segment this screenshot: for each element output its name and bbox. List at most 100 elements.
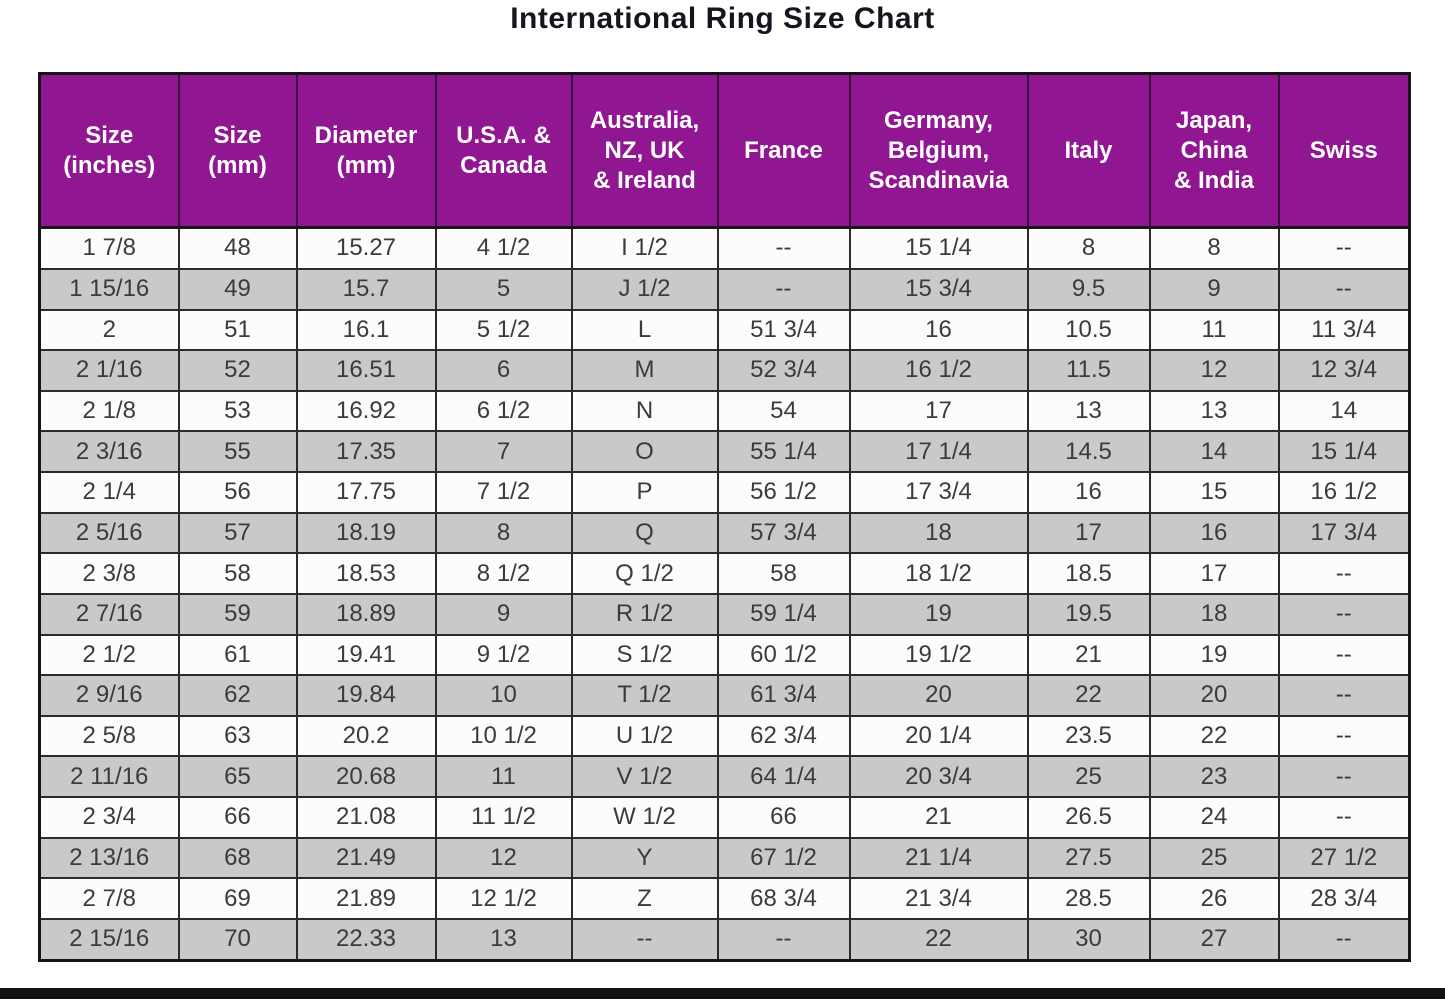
cell: 51 3/4	[716, 308, 851, 352]
cell: 28 3/4	[1277, 877, 1411, 920]
col-header-diameter-mm: Diameter (mm)	[295, 72, 437, 229]
cell: --	[1277, 633, 1411, 677]
cell: 58	[177, 552, 298, 595]
cell: 18	[1148, 592, 1280, 636]
col-header-italy: Italy	[1026, 72, 1151, 229]
cell: 21.49	[295, 836, 437, 880]
col-header-size-inches: Size (inches)	[38, 72, 180, 229]
cell: 14	[1277, 389, 1411, 433]
table-row: 1 7/8 48 15.27 4 1/2 I 1/2 -- 15 1/4 8 8 --	[38, 226, 1411, 270]
cell: --	[716, 226, 851, 270]
cell: 16	[1026, 471, 1151, 514]
cell: 58	[716, 552, 851, 595]
cell: 67 1/2	[716, 836, 851, 880]
ring-size-table: Size (inches) Size (mm) Diameter (mm) U.…	[38, 72, 1411, 962]
cell: 28.5	[1026, 877, 1151, 920]
cell: 22	[1026, 674, 1151, 717]
cell: --	[1277, 917, 1411, 962]
cell: 20.2	[295, 714, 437, 758]
cell: 21 1/4	[848, 836, 1029, 880]
cell: 9.5	[1026, 267, 1151, 311]
cell: S 1/2	[570, 633, 719, 677]
col-header-usa-canada: U.S.A. & Canada	[434, 72, 573, 229]
cell: 20.68	[295, 755, 437, 799]
cell: 68 3/4	[716, 877, 851, 920]
cell: 17 1/4	[848, 430, 1029, 474]
cell: 5 1/2	[434, 308, 573, 352]
cell: 11 1/2	[434, 796, 573, 839]
cell: Z	[570, 877, 719, 920]
cell: 18	[848, 511, 1029, 555]
cell: --	[1277, 267, 1411, 311]
cell: 17	[1026, 511, 1151, 555]
cell: 13	[1148, 389, 1280, 433]
cell: 20 1/4	[848, 714, 1029, 758]
cell: --	[570, 917, 719, 962]
cell: 69	[177, 877, 298, 920]
cell: --	[1277, 796, 1411, 839]
cell: 49	[177, 267, 298, 311]
cell: --	[1277, 674, 1411, 717]
header-row: Size (inches) Size (mm) Diameter (mm) U.…	[38, 72, 1411, 229]
table-row: 2 7/16 59 18.89 9 R 1/2 59 1/4 19 19.5 18 --	[38, 592, 1411, 636]
cell: 59	[177, 592, 298, 636]
cell: --	[716, 267, 851, 311]
cell: 63	[177, 714, 298, 758]
cell: 6 1/2	[434, 389, 573, 433]
cell: 10.5	[1026, 308, 1151, 352]
cell: 30	[1026, 917, 1151, 962]
cell: 15 3/4	[848, 267, 1029, 311]
cell: 24	[1148, 796, 1280, 839]
cell: 2 7/8	[38, 877, 180, 920]
cell: 17	[848, 389, 1029, 433]
cell: 14	[1148, 430, 1280, 474]
table-header: Size (inches) Size (mm) Diameter (mm) U.…	[38, 72, 1411, 229]
cell: 13	[434, 917, 573, 962]
cell: 12 3/4	[1277, 349, 1411, 392]
cell: 18.53	[295, 552, 437, 595]
cell: 5	[434, 267, 573, 311]
table-row: 1 15/16 49 15.7 5 J 1/2 -- 15 3/4 9.5 9 --	[38, 267, 1411, 311]
cell: 15.7	[295, 267, 437, 311]
cell: 2	[38, 308, 180, 352]
cell: 18.89	[295, 592, 437, 636]
cell: 19 1/2	[848, 633, 1029, 677]
cell: 17.75	[295, 471, 437, 514]
cell: 56	[177, 471, 298, 514]
cell: 11.5	[1026, 349, 1151, 392]
cell: 9	[434, 592, 573, 636]
cell: R 1/2	[570, 592, 719, 636]
cell: V 1/2	[570, 755, 719, 799]
cell: 57	[177, 511, 298, 555]
cell: 65	[177, 755, 298, 799]
cell: 21 3/4	[848, 877, 1029, 920]
cell: 66	[177, 796, 298, 839]
cell: 17 3/4	[1277, 511, 1411, 555]
cell: 54	[716, 389, 851, 433]
cell: 16	[1148, 511, 1280, 555]
col-header-size-mm: Size (mm)	[177, 72, 298, 229]
cell: 19	[1148, 633, 1280, 677]
cell: 21	[848, 796, 1029, 839]
cell: 66	[716, 796, 851, 839]
cell: 57 3/4	[716, 511, 851, 555]
cell: 12	[1148, 349, 1280, 392]
col-header-japan-china-india: Japan, China & India	[1148, 72, 1280, 229]
table-row: 2 3/4 66 21.08 11 1/2 W 1/2 66 21 26.5 24 --	[38, 796, 1411, 839]
cell: 59 1/4	[716, 592, 851, 636]
cell: N	[570, 389, 719, 433]
cell: 19.5	[1026, 592, 1151, 636]
table-row: 2 7/8 69 21.89 12 1/2 Z 68 3/4 21 3/4 28.5 26 28 …	[38, 877, 1411, 920]
cell: 2 11/16	[38, 755, 180, 799]
cell: 25	[1148, 836, 1280, 880]
cell: 8	[1026, 226, 1151, 270]
cell: 2 1/8	[38, 389, 180, 433]
cell: I 1/2	[570, 226, 719, 270]
cell: 11 3/4	[1277, 308, 1411, 352]
cell: 27 1/2	[1277, 836, 1411, 880]
table-row: 2 1/8 53 16.92 6 1/2 N 54 17 13 13 14	[38, 389, 1411, 433]
cell: 10	[434, 674, 573, 717]
cell: 9	[1148, 267, 1280, 311]
cell: 14.5	[1026, 430, 1151, 474]
cell: 60 1/2	[716, 633, 851, 677]
